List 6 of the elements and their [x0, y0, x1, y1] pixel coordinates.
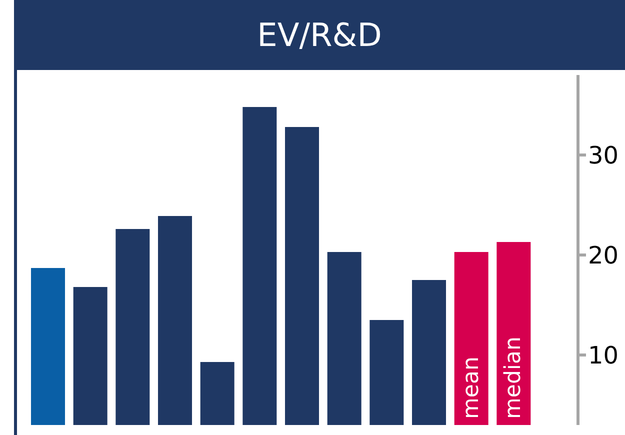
x-tick-label: mean — [458, 356, 484, 419]
y-tick-label: 10 — [588, 342, 619, 370]
y-tick-label: 30 — [588, 142, 619, 170]
chart-title: EV/R&D — [14, 0, 625, 70]
y-tick-label: 20 — [588, 242, 619, 270]
x-tick-label: median — [501, 336, 526, 419]
